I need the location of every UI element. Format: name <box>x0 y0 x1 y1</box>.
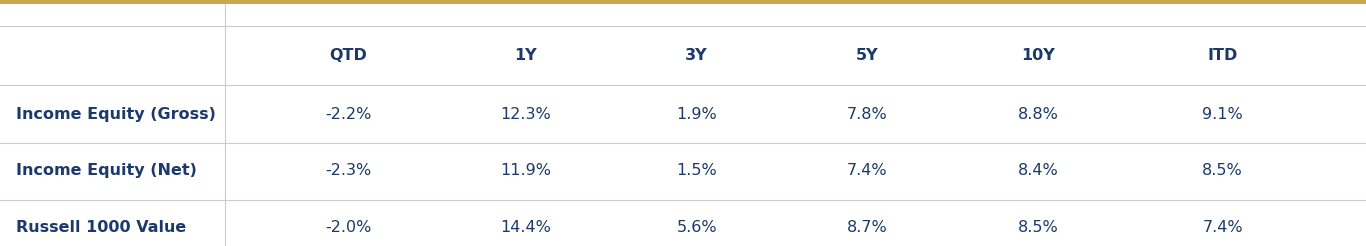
Text: 9.1%: 9.1% <box>1202 107 1243 122</box>
Text: 5Y: 5Y <box>856 48 878 63</box>
Text: Russell 1000 Value: Russell 1000 Value <box>16 220 187 235</box>
Text: 14.4%: 14.4% <box>500 220 552 235</box>
Text: 1.9%: 1.9% <box>676 107 717 122</box>
Text: -2.3%: -2.3% <box>325 164 372 178</box>
Text: 1Y: 1Y <box>515 48 537 63</box>
Text: 8.7%: 8.7% <box>847 220 888 235</box>
Text: -2.2%: -2.2% <box>325 107 372 122</box>
Text: 7.4%: 7.4% <box>1202 220 1243 235</box>
Text: 3Y: 3Y <box>686 48 708 63</box>
Text: 10Y: 10Y <box>1022 48 1055 63</box>
Text: Income Equity (Gross): Income Equity (Gross) <box>16 107 216 122</box>
Text: 8.8%: 8.8% <box>1018 107 1059 122</box>
Text: 8.5%: 8.5% <box>1018 220 1059 235</box>
Text: ITD: ITD <box>1208 48 1238 63</box>
Text: 7.8%: 7.8% <box>847 107 888 122</box>
Text: 5.6%: 5.6% <box>676 220 717 235</box>
Text: QTD: QTD <box>329 48 367 63</box>
Text: 7.4%: 7.4% <box>847 164 888 178</box>
Text: Income Equity (Net): Income Equity (Net) <box>16 164 197 178</box>
Text: 11.9%: 11.9% <box>500 164 552 178</box>
Text: -2.0%: -2.0% <box>325 220 372 235</box>
Text: 8.5%: 8.5% <box>1202 164 1243 178</box>
Text: 8.4%: 8.4% <box>1018 164 1059 178</box>
Text: 12.3%: 12.3% <box>500 107 552 122</box>
Text: 1.5%: 1.5% <box>676 164 717 178</box>
